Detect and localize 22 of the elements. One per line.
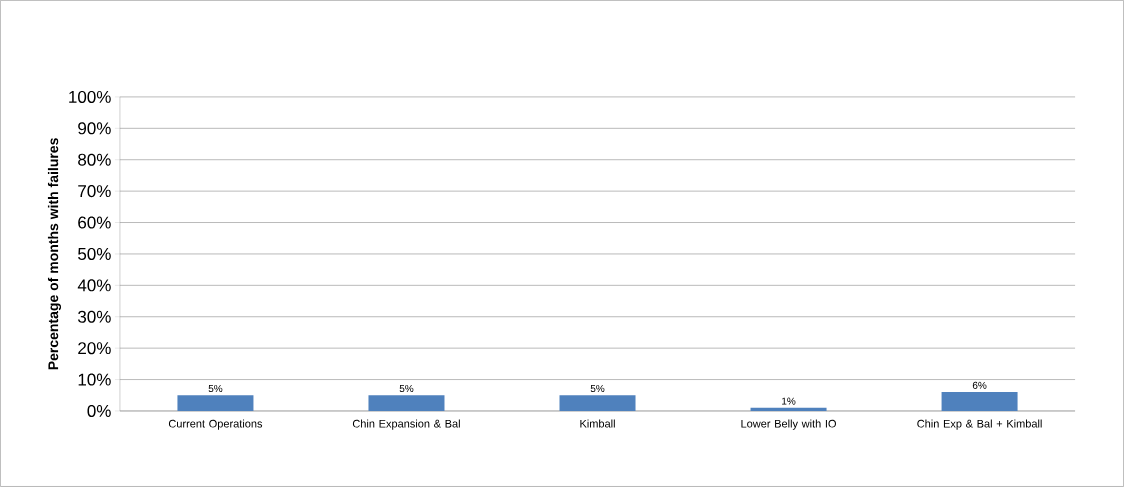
y-tick-label: 70% — [78, 185, 111, 198]
y-tick-label: 100% — [69, 90, 111, 103]
x-tick-label: Chin Exp & Bal + Kimball — [917, 419, 1042, 430]
x-tick-label: Lower Belly with IO — [741, 419, 836, 430]
x-tick-label: Chin Expansion & Bal — [352, 419, 460, 430]
x-tick-label: Current Operations — [168, 419, 263, 430]
x-tick-label: Kimball — [580, 419, 615, 428]
y-tick-label: 10% — [78, 373, 111, 386]
data-label: 6% — [972, 381, 987, 389]
data-label: 1% — [782, 397, 796, 405]
data-label: 5% — [399, 385, 414, 393]
y-tick-label: 50% — [78, 247, 111, 261]
y-tick-label: 40% — [77, 279, 111, 292]
y-tick-label: 90% — [78, 122, 111, 135]
y-tick-label: 20% — [78, 342, 111, 355]
y-tick-label: 60% — [78, 216, 111, 229]
y-axis-title: Percentage of months with failures — [47, 138, 62, 370]
data-label: 5% — [208, 385, 223, 393]
y-tick-label: 0% — [87, 405, 111, 418]
data-label: 5% — [590, 385, 605, 393]
y-tick-label: 80% — [78, 153, 111, 166]
y-tick-label: 30% — [78, 310, 111, 323]
